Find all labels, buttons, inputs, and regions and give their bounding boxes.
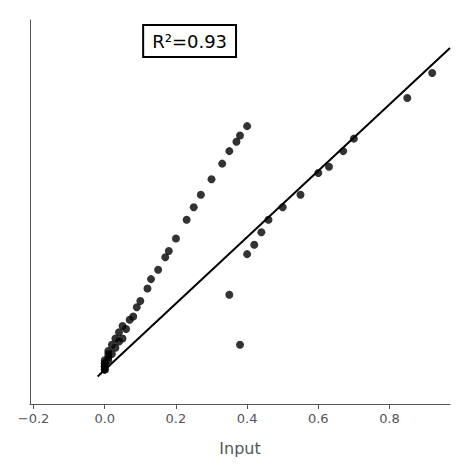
svg-text:R²=0.93: R²=0.93 <box>152 31 227 52</box>
svg-text:−0.2: −0.2 <box>18 411 50 426</box>
svg-text:0.2: 0.2 <box>166 411 187 426</box>
svg-text:Input: Input <box>219 439 260 458</box>
svg-text:0.4: 0.4 <box>237 411 258 426</box>
svg-text:0.0: 0.0 <box>94 411 115 426</box>
svg-text:0.6: 0.6 <box>308 411 329 426</box>
svg-text:0.8: 0.8 <box>379 411 400 426</box>
